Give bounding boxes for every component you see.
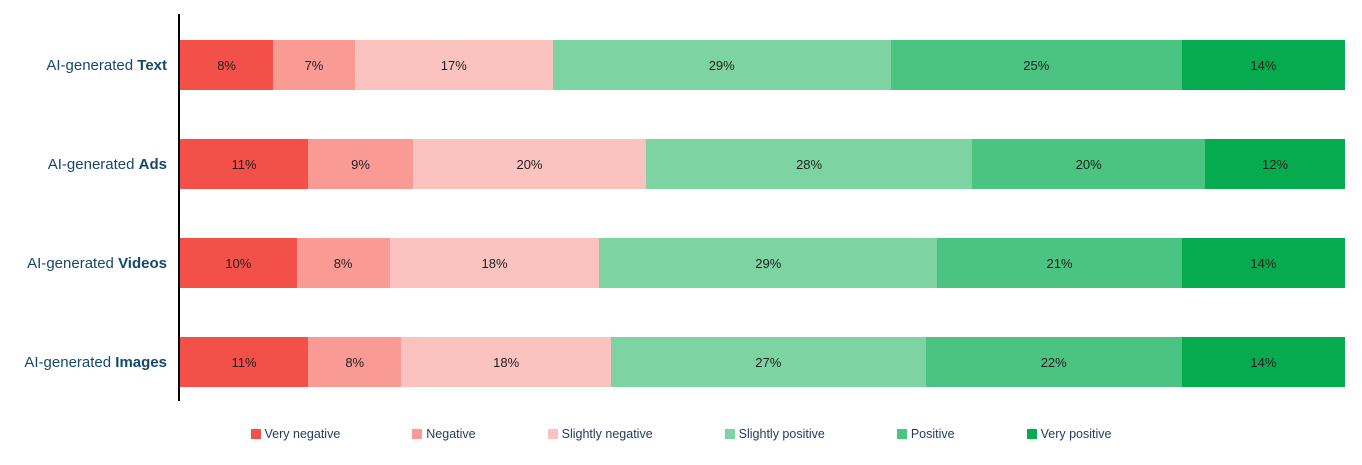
bar-segment-very-negative: 11% xyxy=(180,337,309,387)
category-labels: AI-generated Text AI-generated Ads AI-gene… xyxy=(0,14,178,401)
bar-segment-very-negative: 10% xyxy=(180,238,297,288)
bar-row: 11% 8% 18% 27% 22% 14% xyxy=(180,337,1345,387)
bar-segment-positive: 20% xyxy=(972,139,1206,189)
bar-row: 8% 7% 17% 29% 25% 14% xyxy=(180,40,1345,90)
legend-item: Very negative xyxy=(250,427,341,441)
bar-segment-slightly-negative: 20% xyxy=(412,139,646,189)
bar-segment-negative: 8% xyxy=(308,337,402,387)
legend-swatch-icon xyxy=(724,429,735,440)
legend-item: Negative xyxy=(412,427,476,441)
bar-segment-slightly-positive: 27% xyxy=(611,337,926,387)
legend-item: Slightly positive xyxy=(724,427,825,441)
legend-label: Slightly negative xyxy=(561,427,653,441)
legend-swatch-icon xyxy=(896,429,907,440)
bar-segment-positive: 25% xyxy=(890,40,1182,90)
legend-label: Negative xyxy=(426,427,476,441)
category-label-bold: Images xyxy=(115,353,167,371)
category-label-bold: Ads xyxy=(138,155,167,173)
bar-segment-slightly-negative: 17% xyxy=(354,40,553,90)
category-label-regular: AI-generated xyxy=(47,155,139,173)
legend-swatch-icon xyxy=(547,429,558,440)
bar-segment-very-positive: 14% xyxy=(1181,238,1345,288)
category-label: AI-generated Images xyxy=(0,337,178,387)
legend-label: Slightly positive xyxy=(738,427,825,441)
category-label: AI-generated Ads xyxy=(0,139,178,189)
category-label-bold: Text xyxy=(137,56,167,74)
bar-segment-slightly-positive: 28% xyxy=(645,139,973,189)
legend-swatch-icon xyxy=(412,429,423,440)
bar-segment-very-positive: 14% xyxy=(1181,40,1345,90)
bar-rows: 8% 7% 17% 29% 25% 14% 11% 9% 20% 28% 20% 12% 10% 8% 18… xyxy=(178,14,1345,401)
bar-segment-very-positive: 14% xyxy=(1181,337,1345,387)
bar-segment-slightly-positive: 29% xyxy=(552,40,891,90)
bar-segment-negative: 8% xyxy=(296,238,390,288)
legend-item: Positive xyxy=(896,427,955,441)
bar-segment-slightly-negative: 18% xyxy=(389,238,600,288)
bar-segment-very-positive: 12% xyxy=(1205,139,1345,189)
category-label-regular: AI-generated xyxy=(27,254,119,272)
category-label-regular: AI-generated xyxy=(24,353,116,371)
bar-segment-very-negative: 8% xyxy=(180,40,274,90)
category-label: AI-generated Text xyxy=(0,40,178,90)
bar-segment-slightly-positive: 29% xyxy=(599,238,938,288)
legend: Very negative Negative Slightly negative… xyxy=(0,428,1362,441)
legend-label: Positive xyxy=(910,427,955,441)
legend-swatch-icon xyxy=(250,429,261,440)
bar-segment-positive: 21% xyxy=(937,238,1182,288)
bar-row: 11% 9% 20% 28% 20% 12% xyxy=(180,139,1345,189)
legend-item: Very positive xyxy=(1026,427,1112,441)
plot-area: AI-generated Text AI-generated Ads AI-gene… xyxy=(0,14,1345,401)
legend-swatch-icon xyxy=(1026,429,1037,440)
bar-segment-negative: 7% xyxy=(273,40,355,90)
category-label-regular: AI-generated xyxy=(46,56,138,74)
bar-segment-positive: 22% xyxy=(925,337,1182,387)
legend-item: Slightly negative xyxy=(547,427,653,441)
legend-label: Very negative xyxy=(264,427,341,441)
bar-segment-slightly-negative: 18% xyxy=(401,337,612,387)
bar-row: 10% 8% 18% 29% 21% 14% xyxy=(180,238,1345,288)
bar-segment-negative: 9% xyxy=(308,139,413,189)
category-label-bold: Videos xyxy=(118,254,167,272)
bar-segment-very-negative: 11% xyxy=(180,139,309,189)
category-label: AI-generated Videos xyxy=(0,238,178,288)
legend-label: Very positive xyxy=(1040,427,1112,441)
